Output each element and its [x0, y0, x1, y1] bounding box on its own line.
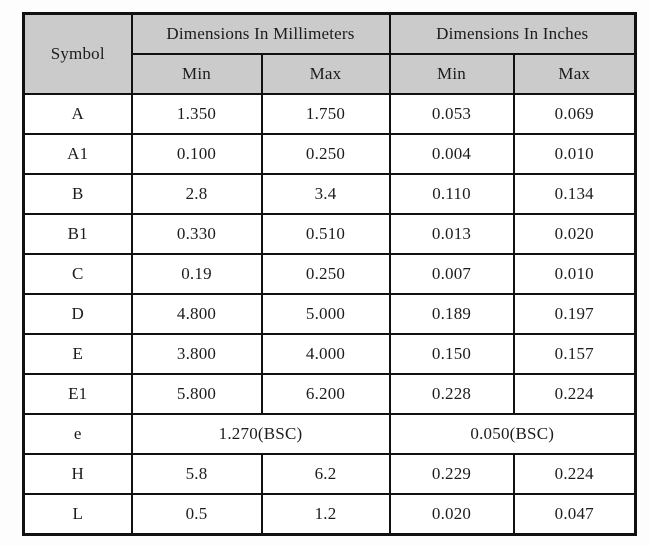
symbol-cell: B	[22, 173, 133, 215]
mm-min-cell: 4.800	[130, 293, 263, 335]
symbol-cell: A	[22, 93, 133, 135]
mm-min-cell: 5.8	[130, 453, 263, 495]
mm-min-cell: 0.5	[130, 493, 263, 536]
symbol-cell: L	[22, 493, 133, 536]
table-row: H 5.8 6.2 0.229 0.224	[22, 453, 637, 495]
in-min-header: Min	[388, 53, 515, 95]
mm-max-cell: 1.2	[260, 493, 391, 536]
symbol-header: Symbol	[22, 12, 133, 95]
in-min-cell: 0.228	[388, 373, 515, 415]
table-row: L 0.5 1.2 0.020 0.047	[22, 493, 637, 536]
mm-min-header: Min	[130, 53, 263, 95]
in-min-cell: 0.020	[388, 493, 515, 536]
in-max-cell: 0.010	[512, 253, 637, 295]
symbol-cell: E1	[22, 373, 133, 415]
symbol-cell: e	[22, 413, 133, 455]
in-min-cell: 0.004	[388, 133, 515, 175]
in-max-cell: 0.069	[512, 93, 637, 135]
mm-max-cell: 1.750	[260, 93, 391, 135]
mm-max-cell: 5.000	[260, 293, 391, 335]
inches-group-header: Dimensions In Inches	[388, 12, 637, 55]
mm-max-cell: 0.510	[260, 213, 391, 255]
symbol-cell: E	[22, 333, 133, 375]
in-max-cell: 0.134	[512, 173, 637, 215]
in-max-header: Max	[512, 53, 637, 95]
in-min-cell: 0.110	[388, 173, 515, 215]
table-row: E1 5.800 6.200 0.228 0.224	[22, 373, 637, 415]
mm-max-cell: 0.250	[260, 133, 391, 175]
mm-max-cell: 0.250	[260, 253, 391, 295]
in-max-cell: 0.197	[512, 293, 637, 335]
in-min-cell: 0.013	[388, 213, 515, 255]
in-max-cell: 0.224	[512, 453, 637, 495]
in-max-cell: 0.224	[512, 373, 637, 415]
mm-group-header: Dimensions In Millimeters	[130, 12, 391, 55]
table-row: C 0.19 0.250 0.007 0.010	[22, 253, 637, 295]
in-max-cell: 0.020	[512, 213, 637, 255]
in-min-cell: 0.053	[388, 93, 515, 135]
table-row: A 1.350 1.750 0.053 0.069	[22, 93, 637, 135]
symbol-cell: H	[22, 453, 133, 495]
table-header: Symbol Dimensions In Millimeters Dimensi…	[22, 12, 637, 95]
mm-min-cell: 0.100	[130, 133, 263, 175]
in-max-cell: 0.010	[512, 133, 637, 175]
symbol-cell: A1	[22, 133, 133, 175]
mm-max-header: Max	[260, 53, 391, 95]
table-row: D 4.800 5.000 0.189 0.197	[22, 293, 637, 335]
mm-max-cell: 4.000	[260, 333, 391, 375]
in-bsc-cell: 0.050(BSC)	[388, 413, 637, 455]
mm-max-cell: 3.4	[260, 173, 391, 215]
table-row: E 3.800 4.000 0.150 0.157	[22, 333, 637, 375]
mm-max-cell: 6.2	[260, 453, 391, 495]
mm-min-cell: 0.19	[130, 253, 263, 295]
header-row-groups: Symbol Dimensions In Millimeters Dimensi…	[22, 12, 637, 95]
table-row: B 2.8 3.4 0.110 0.134	[22, 173, 637, 215]
in-max-cell: 0.047	[512, 493, 637, 536]
mm-min-cell: 5.800	[130, 373, 263, 415]
symbol-cell: B1	[22, 213, 133, 255]
in-min-cell: 0.189	[388, 293, 515, 335]
symbol-cell: D	[22, 293, 133, 335]
in-min-cell: 0.007	[388, 253, 515, 295]
in-min-cell: 0.150	[388, 333, 515, 375]
mm-min-cell: 0.330	[130, 213, 263, 255]
in-min-cell: 0.229	[388, 453, 515, 495]
table-body: A 1.350 1.750 0.053 0.069 A1 0.100 0.250…	[22, 93, 637, 536]
in-max-cell: 0.157	[512, 333, 637, 375]
mm-min-cell: 2.8	[130, 173, 263, 215]
table-row-e-bsc: e 1.270(BSC) 0.050(BSC)	[22, 413, 637, 455]
mm-max-cell: 6.200	[260, 373, 391, 415]
mm-bsc-cell: 1.270(BSC)	[130, 413, 391, 455]
table-row: B1 0.330 0.510 0.013 0.020	[22, 213, 637, 255]
dimension-table: Symbol Dimensions In Millimeters Dimensi…	[22, 12, 638, 536]
table-row: A1 0.100 0.250 0.004 0.010	[22, 133, 637, 175]
mm-min-cell: 1.350	[130, 93, 263, 135]
mm-min-cell: 3.800	[130, 333, 263, 375]
header-row-minmax: Min Max Min Max	[24, 53, 637, 95]
symbol-cell: C	[22, 253, 133, 295]
